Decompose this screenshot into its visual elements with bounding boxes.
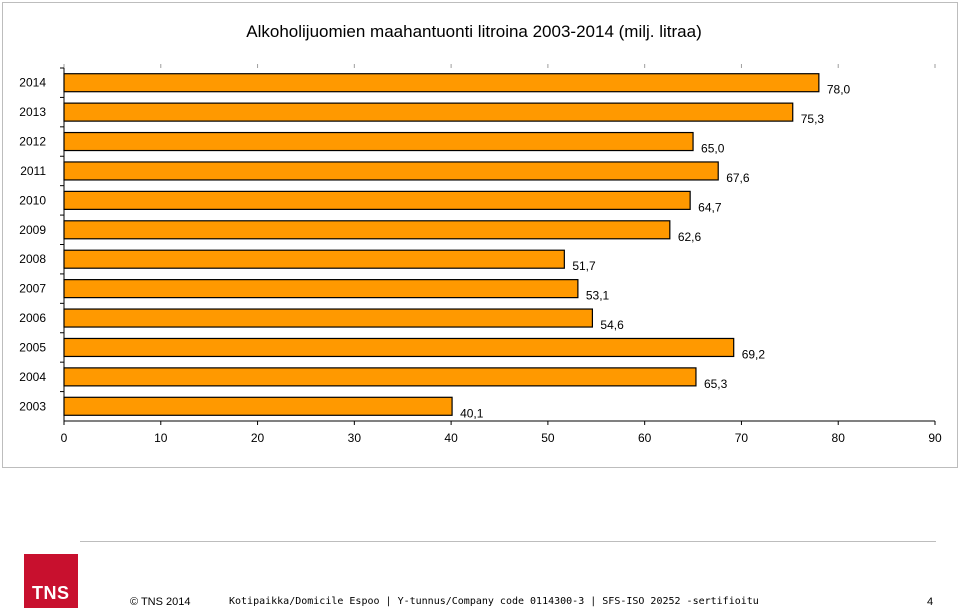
x-tick-label: 20: [251, 431, 265, 445]
page-number: 4: [927, 596, 934, 608]
x-tick-label: 10: [154, 431, 168, 445]
bar: [63, 308, 594, 328]
y-tick-label: 2011: [20, 164, 46, 178]
data-label: 62,6: [678, 230, 702, 244]
data-label: 65,3: [704, 377, 728, 391]
chart-frame: Alkoholijuomien maahantuonti litroina 20…: [2, 2, 958, 468]
bar: [63, 131, 694, 152]
copyright-text: © TNS 2014: [130, 596, 191, 608]
x-tick-label: 0: [61, 431, 68, 445]
bar: [63, 279, 579, 299]
data-label: 53,1: [586, 289, 610, 303]
x-tick-label: 40: [444, 431, 458, 445]
y-tick-label: 2006: [19, 311, 46, 325]
y-tick-label: 2009: [19, 223, 46, 237]
company-info-text: Kotipaikka/Domicile Espoo | Y-tunnus/Com…: [229, 596, 759, 607]
y-tick-label: 2014: [19, 76, 46, 90]
data-label: 51,7: [572, 259, 596, 273]
data-label: 64,7: [698, 200, 722, 214]
tns-logo: TNS: [24, 554, 78, 608]
bar: [63, 102, 794, 122]
y-tick-label: 2013: [19, 105, 46, 119]
y-tick-label: 2012: [19, 135, 46, 149]
bar: [63, 367, 697, 387]
chart-title: Alkoholijuomien maahantuonti litroina 20…: [246, 22, 701, 41]
y-tick-label: 2008: [19, 252, 46, 266]
y-tick-label: 2010: [19, 193, 46, 207]
x-tick-label: 50: [541, 431, 555, 445]
y-tick-label: 2004: [19, 370, 46, 384]
data-label: 54,6: [600, 318, 624, 332]
x-tick-label: 70: [735, 431, 749, 445]
x-tick-label: 30: [348, 431, 362, 445]
x-tick-label: 80: [832, 431, 846, 445]
data-label: 65,0: [701, 142, 725, 156]
data-label: 75,3: [801, 112, 825, 126]
bar: [63, 73, 820, 93]
bar-chart: Alkoholijuomien maahantuonti litroina 20…: [19, 22, 942, 445]
footer-divider: [80, 541, 936, 542]
bar: [63, 396, 453, 416]
y-tick-label: 2005: [19, 340, 46, 354]
y-tick-label: 2003: [19, 399, 46, 413]
y-tick-label: 2007: [19, 282, 46, 296]
data-label: 69,2: [742, 347, 766, 361]
bar: [63, 337, 735, 358]
data-label: 67,6: [726, 171, 750, 185]
bar: [63, 249, 565, 269]
data-label: 40,1: [460, 406, 484, 420]
x-tick-label: 60: [638, 431, 652, 445]
bar: [63, 190, 691, 210]
bar: [63, 161, 719, 181]
data-label: 78,0: [827, 83, 851, 97]
bar: [63, 220, 671, 240]
logo-text: TNS: [32, 583, 70, 603]
plot-area: 0 10 20 30 40 50 60 70 80 90 2014 78,0 2013 75,3 2012 6…: [19, 64, 942, 445]
x-tick-label: 90: [928, 431, 942, 445]
